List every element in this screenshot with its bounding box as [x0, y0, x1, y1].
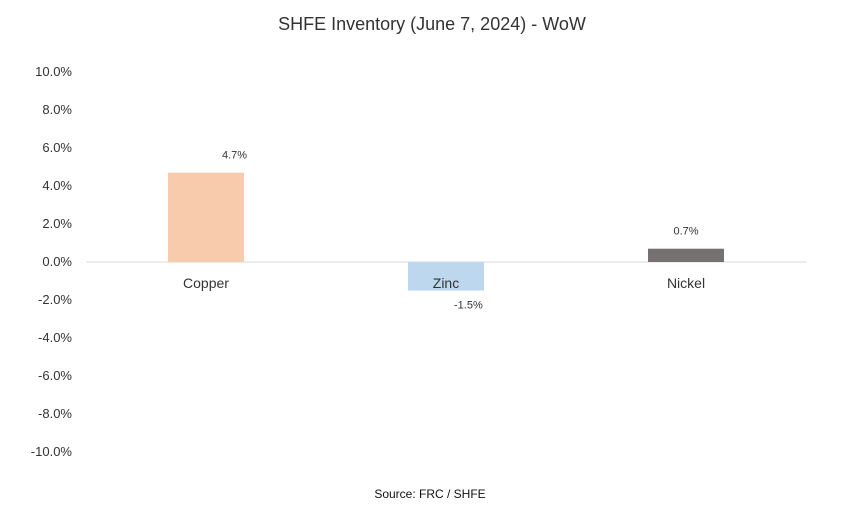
- bar-zinc: [408, 262, 484, 291]
- y-tick-label: 4.0%: [42, 178, 72, 193]
- chart-title: SHFE Inventory (June 7, 2024) - WoW: [278, 14, 586, 34]
- y-tick-label: -4.0%: [38, 330, 72, 345]
- data-label-copper: 4.7%: [222, 150, 247, 162]
- bars-group: [168, 172, 724, 291]
- y-tick-label: -6.0%: [38, 368, 72, 383]
- y-tick-label: 0.0%: [42, 254, 72, 269]
- category-label-copper: Copper: [183, 275, 229, 291]
- category-label-nickel: Nickel: [667, 275, 705, 291]
- y-tick-label: -10.0%: [31, 444, 73, 459]
- y-tick-label: 2.0%: [42, 216, 72, 231]
- bar-nickel: [648, 248, 724, 262]
- y-tick-label: 10.0%: [35, 64, 72, 79]
- data-label-nickel: 0.7%: [673, 226, 698, 238]
- category-labels: Copper Zinc Nickel: [183, 275, 705, 291]
- bar-copper: [168, 172, 244, 262]
- y-tick-label: -8.0%: [38, 406, 72, 421]
- y-tick-label: 6.0%: [42, 140, 72, 155]
- y-tick-label: 8.0%: [42, 102, 72, 117]
- data-label-zinc: -1.5%: [454, 300, 483, 312]
- source-note: Source: FRC / SHFE: [374, 487, 485, 501]
- category-label-zinc: Zinc: [433, 275, 459, 291]
- y-tick-label: -2.0%: [38, 292, 72, 307]
- y-axis: 10.0% 8.0% 6.0% 4.0% 2.0% 0.0% -2.0% -4.0% -6.0%…: [31, 64, 73, 459]
- data-labels: 4.7% -1.5% 0.7%: [222, 150, 699, 312]
